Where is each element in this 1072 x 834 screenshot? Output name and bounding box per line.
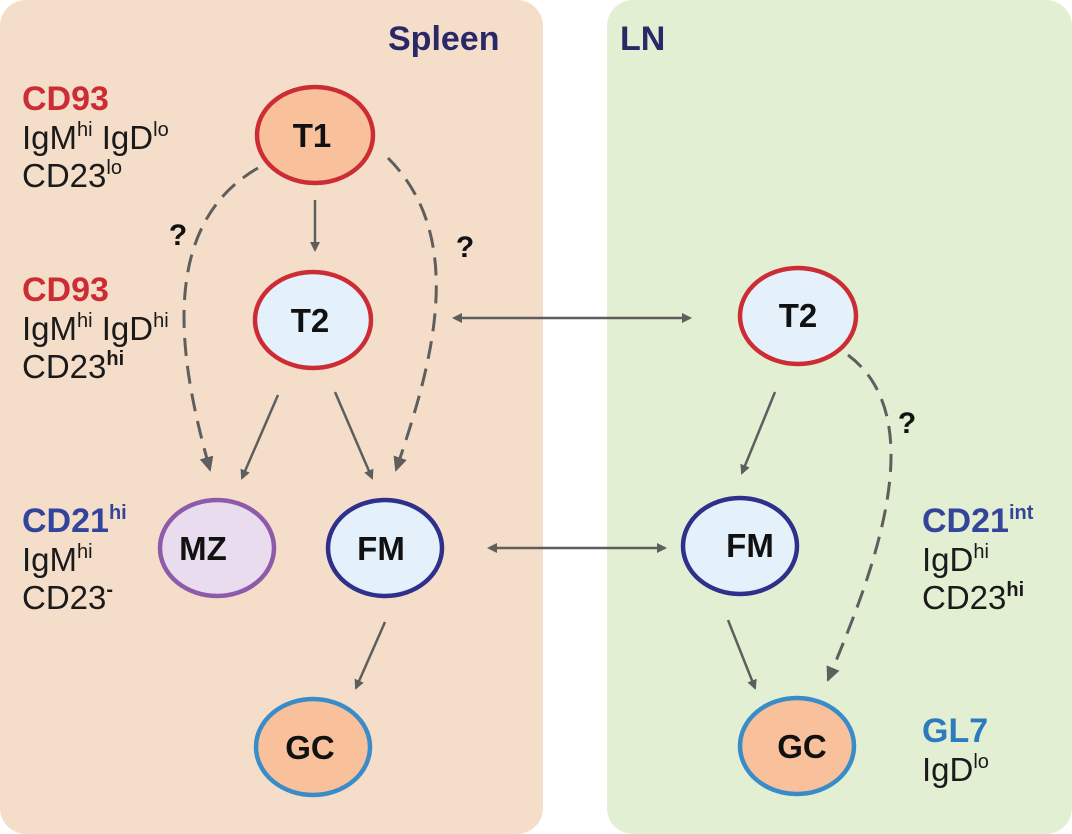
spleen-mz-node — [157, 497, 277, 599]
t1-markers: CD93 IgMhi IgDlo CD23lo — [22, 80, 169, 195]
arrow-ln-t2-to-fm — [740, 391, 777, 475]
ln-fm-markers: CD21int IgDhi CD23hi — [922, 502, 1033, 617]
question-mark-t1-mz: ? — [169, 219, 187, 252]
t2-marker-line-1: IgMhi IgDhi — [22, 310, 169, 348]
t2-markers: CD93 IgMhi IgDhi CD23hi — [22, 271, 169, 386]
mz-marker-head: CD21hi — [22, 502, 127, 540]
mz-markers: CD21hi IgMhi CD23- — [22, 502, 127, 617]
gc-markers: GL7 IgDlo — [922, 712, 989, 789]
mz-marker-line-2: CD23- — [22, 579, 114, 617]
dashed-arrow-ln-t2-to-gc — [826, 353, 893, 682]
gc-marker-line-1: IgDlo — [922, 751, 989, 789]
spleen-fm-label: FM — [357, 530, 405, 567]
spleen-t1-label: T1 — [293, 117, 332, 154]
t2-marker-line-2: CD23hi — [22, 348, 125, 386]
ln-fm-label: FM — [726, 527, 774, 564]
spleen-title: Spleen — [388, 20, 500, 58]
ln-fm-marker-line-1: IgDhi — [922, 541, 989, 579]
gc-marker-head: GL7 — [922, 712, 989, 750]
question-mark-t1-fm: ? — [456, 231, 474, 264]
spleen-t2-label: T2 — [291, 302, 330, 339]
spleen-gc-label: GC — [285, 729, 335, 766]
spleen-t2-node — [252, 269, 374, 371]
spleen-fm-node — [325, 497, 445, 599]
ln-fm-marker-head: CD21int — [922, 502, 1034, 540]
ln-gc-label: GC — [777, 728, 827, 765]
spleen-gc-node — [253, 696, 373, 798]
question-mark-ln-t2-gc: ? — [898, 407, 916, 440]
arrow-t2-to-mz — [240, 394, 280, 480]
ln-fm-marker-line-2: CD23hi — [922, 579, 1025, 617]
t2-marker-head: CD93 — [22, 271, 109, 309]
ln-fm-node — [680, 495, 800, 597]
t1-marker-head: CD93 — [22, 80, 109, 118]
mz-marker-line-1: IgMhi — [22, 541, 93, 579]
ln-panel — [607, 0, 1072, 834]
t1-marker-line-1: IgMhi IgDlo — [22, 119, 169, 157]
arrow-t2-to-fm — [333, 391, 374, 480]
ln-gc-node — [737, 695, 857, 797]
ln-t2-node — [737, 265, 859, 367]
t1-marker-line-2: CD23lo — [22, 157, 122, 195]
ln-t2-label: T2 — [779, 297, 818, 334]
spleen-mz-label: MZ — [179, 530, 227, 567]
dashed-arrow-t1-to-fm — [386, 156, 438, 472]
arrow-fm-to-gc — [354, 621, 387, 690]
spleen-t1-node — [254, 84, 376, 186]
ln-title: LN — [620, 20, 666, 58]
arrow-ln-fm-to-gc — [726, 619, 757, 690]
dashed-arrow-t1-to-mz — [182, 166, 259, 472]
